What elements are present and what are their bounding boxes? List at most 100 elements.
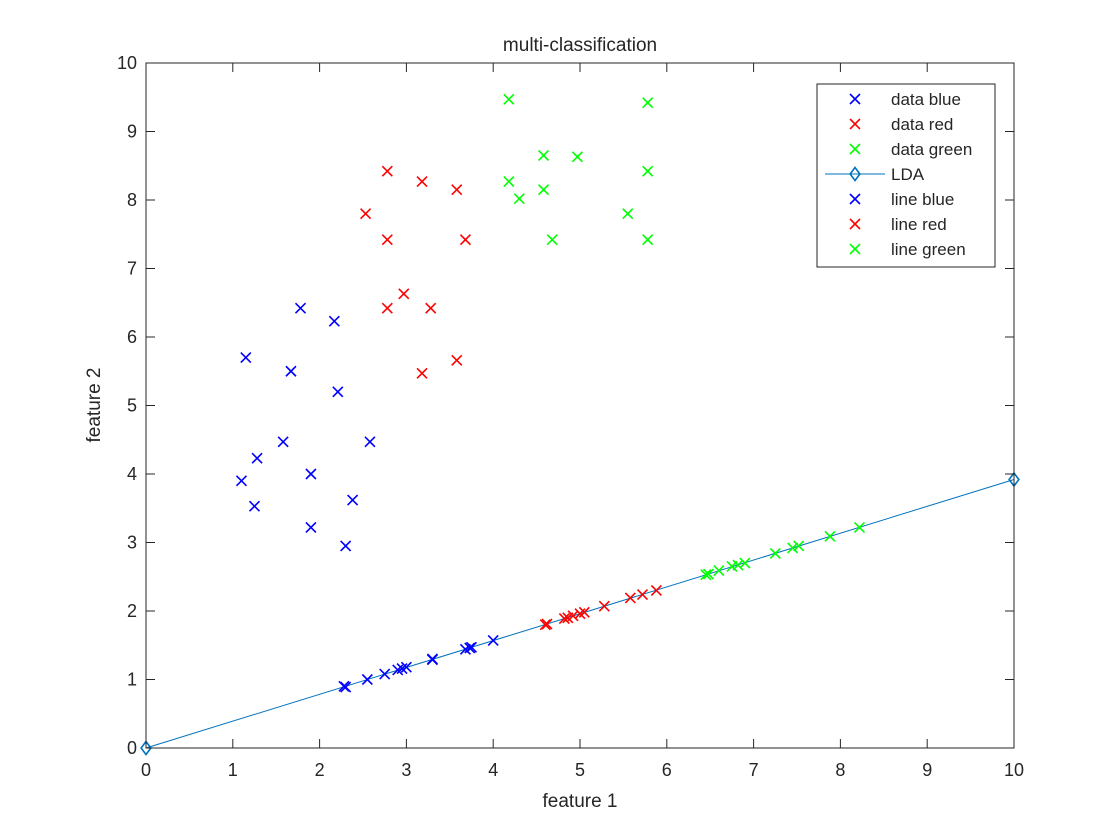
x-stroke — [624, 592, 636, 604]
legend-item: data red — [849, 115, 953, 134]
data-green-point — [537, 184, 550, 196]
data-blue-point — [305, 521, 317, 533]
x-stroke — [425, 302, 437, 314]
legend-marker — [849, 143, 861, 155]
y-tick-label: 0 — [127, 738, 137, 758]
x-stroke — [636, 588, 649, 601]
line-green-point — [769, 547, 781, 560]
x-stroke — [285, 365, 297, 377]
x-stroke — [416, 367, 428, 379]
x-stroke — [240, 351, 252, 364]
data-blue-point — [305, 468, 317, 480]
x-stroke — [642, 234, 654, 246]
x-stroke — [503, 93, 515, 105]
line-green-point — [787, 542, 799, 554]
x-stroke — [849, 93, 861, 105]
x-stroke — [793, 540, 805, 552]
legend-item: line green — [849, 240, 966, 259]
x-stroke — [702, 568, 715, 580]
x-stroke — [340, 681, 352, 693]
line-green-point — [732, 559, 744, 571]
x-tick-label: 2 — [315, 760, 325, 780]
data-red-point — [459, 234, 471, 246]
data-green-point — [503, 175, 515, 188]
x-stroke — [400, 661, 412, 673]
legend-marker — [849, 243, 861, 255]
x-stroke — [294, 302, 307, 314]
line-green-point — [793, 540, 805, 552]
legend-item: LDA — [825, 165, 925, 184]
data-blue-point — [248, 500, 261, 512]
x-stroke — [769, 547, 781, 560]
data-red-point — [381, 165, 393, 177]
x-stroke — [849, 193, 861, 205]
line-blue-point — [379, 668, 391, 680]
y-tick-label: 10 — [117, 53, 137, 73]
data-blue-point — [277, 436, 289, 448]
data-blue-point — [364, 436, 376, 448]
y-tick-label: 9 — [127, 122, 137, 142]
legend-item: data green — [849, 140, 972, 159]
legend-item: data blue — [849, 90, 961, 109]
line-red-point — [624, 592, 636, 604]
x-stroke — [650, 584, 662, 597]
legend-box — [816, 83, 996, 268]
x-tick-label: 7 — [749, 760, 759, 780]
line-green-point — [700, 569, 712, 581]
data-green-point — [642, 97, 654, 109]
legend-label: LDA — [891, 165, 925, 184]
data-blue-point — [347, 494, 359, 506]
x-stroke — [849, 218, 861, 230]
x-tick-label: 4 — [488, 760, 498, 780]
axes-layer: 0 1 2 3 4 5 6 7 8 9 10 0 1 2 3 4 5 6 7 8 9 10 — [117, 53, 1024, 780]
data-blue-point — [332, 386, 344, 398]
data-red-point — [416, 367, 428, 379]
legend-label: line red — [891, 215, 947, 234]
data-green-point — [546, 234, 558, 246]
x-stroke — [849, 118, 861, 130]
data-blue-point — [294, 302, 307, 314]
x-stroke — [381, 234, 393, 246]
x-stroke — [364, 436, 376, 448]
x-stroke — [464, 642, 476, 654]
legend-marker — [849, 166, 861, 182]
x-stroke — [824, 530, 836, 542]
legend-item: line blue — [849, 190, 954, 209]
x-stroke — [537, 149, 550, 162]
x-stroke — [328, 315, 340, 327]
data-green-point — [537, 149, 550, 162]
x-stroke — [642, 97, 654, 109]
x-stroke — [381, 302, 393, 314]
line-red-point — [636, 588, 649, 601]
x-stroke — [459, 234, 471, 246]
x-stroke — [277, 436, 289, 448]
x-stroke — [305, 468, 317, 480]
x-stroke — [622, 208, 634, 220]
line-green-point — [824, 530, 836, 542]
line-red-point — [558, 612, 570, 625]
line-red-point — [567, 610, 579, 622]
x-stroke — [849, 143, 861, 155]
marks-layer — [140, 93, 1020, 756]
data-green-point — [622, 208, 634, 220]
x-stroke — [503, 175, 515, 188]
legend-label: data red — [891, 115, 953, 134]
data-green-point — [571, 151, 583, 163]
data-blue-point — [328, 315, 340, 327]
y-tick-label: 7 — [127, 259, 137, 279]
legend-label: data blue — [891, 90, 961, 109]
x-stroke — [487, 634, 499, 647]
data-green-point — [642, 234, 654, 246]
x-stroke — [251, 452, 263, 464]
x-stroke — [513, 193, 525, 205]
y-tick-label: 6 — [127, 327, 137, 347]
x-stroke — [305, 521, 317, 533]
x-stroke — [732, 559, 744, 571]
y-axis-label: feature 2 — [84, 368, 105, 443]
line-blue-point — [464, 642, 476, 654]
line-blue-point — [400, 661, 412, 673]
legend-marker — [849, 193, 861, 205]
legend-label: data green — [891, 140, 972, 159]
y-tick-label: 2 — [127, 601, 137, 621]
x-stroke — [451, 184, 463, 196]
